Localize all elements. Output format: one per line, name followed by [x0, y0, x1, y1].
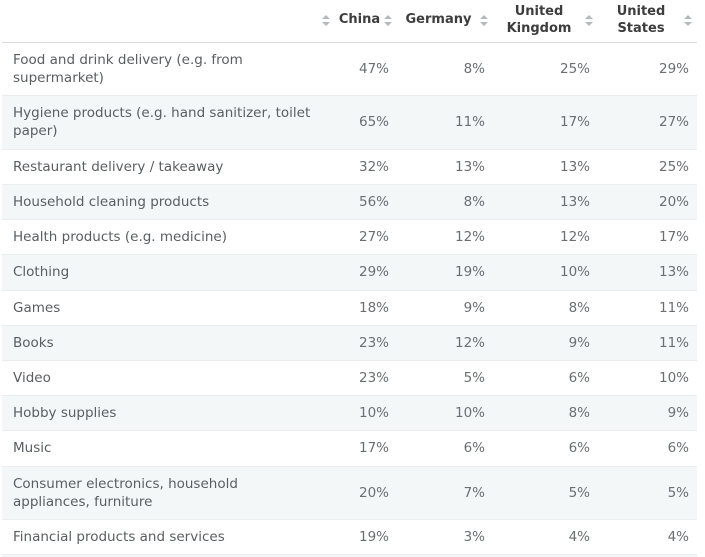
row-value-germany: 6% [463, 440, 485, 457]
row-label: Hobby supplies [13, 405, 117, 422]
row-value-united-states: 25% [658, 158, 689, 175]
table-row: Video 23% 5% 6% 10% [2, 360, 697, 396]
row-label: Hygiene products (e.g. hand sanitizer, t… [13, 105, 311, 140]
row-value-china: 23% [358, 369, 389, 386]
row-value-united-states: 27% [658, 114, 689, 131]
row-value-germany: 7% [463, 484, 485, 501]
row-value-germany: 11% [454, 114, 485, 131]
row-label: Food and drink delivery (e.g. from super… [13, 51, 243, 86]
row-label: Consumer electronics, household applianc… [13, 475, 238, 510]
row-value-united-states: 20% [658, 193, 689, 210]
row-value-germany: 8% [463, 193, 485, 210]
row-value-united-kingdom: 9% [568, 334, 590, 351]
row-value-united-kingdom: 4% [568, 529, 590, 546]
table-header: China Germany United Kingdom [2, 0, 697, 43]
row-value-china: 27% [358, 229, 389, 246]
row-value-united-states: 29% [658, 60, 689, 77]
row-label: Music [13, 440, 52, 457]
row-value-germany: 12% [454, 334, 485, 351]
row-value-china: 20% [358, 484, 389, 501]
row-value-united-kingdom: 13% [559, 193, 590, 210]
row-value-germany: 5% [463, 369, 485, 386]
table-row: Financial products and services 19% 3% 4… [2, 519, 697, 555]
table-row: Consumer electronics, household applianc… [2, 466, 697, 520]
column-header-united-states[interactable]: United States [598, 0, 697, 43]
row-value-united-kingdom: 12% [559, 229, 590, 246]
table-row: Restaurant delivery / takeaway 32% 13% 1… [2, 149, 697, 185]
row-value-united-states: 17% [658, 229, 689, 246]
row-value-united-kingdom: 6% [568, 369, 590, 386]
row-value-germany: 12% [454, 229, 485, 246]
row-value-united-kingdom: 8% [568, 405, 590, 422]
row-value-china: 17% [358, 440, 389, 457]
row-value-germany: 10% [454, 405, 485, 422]
row-value-china: 10% [358, 405, 389, 422]
row-value-germany: 3% [463, 529, 485, 546]
row-value-united-states: 11% [658, 299, 689, 316]
table-body: Food and drink delivery (e.g. from super… [2, 42, 697, 555]
table-row: Music 17% 6% 6% 6% [2, 430, 697, 467]
sort-icon[interactable] [684, 15, 695, 27]
column-header-germany[interactable]: Germany [397, 0, 493, 43]
row-value-united-kingdom: 10% [559, 264, 590, 281]
sort-icon[interactable] [384, 15, 395, 27]
column-header-label: United Kingdom [506, 4, 572, 36]
row-value-china: 19% [358, 529, 389, 546]
row-value-united-states: 11% [658, 334, 689, 351]
row-label: Household cleaning products [13, 193, 210, 210]
column-header-united-kingdom[interactable]: United Kingdom [493, 0, 598, 43]
sort-icon[interactable] [585, 15, 596, 27]
table-row: Hobby supplies 10% 10% 8% 9% [2, 395, 697, 431]
row-value-united-states: 10% [658, 369, 689, 386]
row-value-china: 56% [358, 193, 389, 210]
table-row: Household cleaning products 56% 8% 13% 2… [2, 184, 697, 220]
column-header-label: Germany [405, 12, 472, 28]
row-value-united-states: 13% [658, 264, 689, 281]
column-header-label: China [338, 12, 381, 28]
column-header-china[interactable]: China [335, 0, 397, 43]
table-row: Books 23% 12% 9% 11% [2, 325, 697, 361]
row-value-germany: 8% [463, 60, 485, 77]
row-label: Video [13, 369, 51, 386]
table-row: Clothing 29% 19% 10% 13% [2, 254, 697, 291]
row-value-china: 23% [358, 334, 389, 351]
row-value-china: 32% [358, 158, 389, 175]
row-value-china: 18% [358, 299, 389, 316]
table-row: Hygiene products (e.g. hand sanitizer, t… [2, 95, 697, 150]
row-value-united-kingdom: 17% [559, 114, 590, 131]
row-value-united-states: 4% [667, 529, 689, 546]
row-value-united-kingdom: 8% [568, 299, 590, 316]
row-value-united-kingdom: 6% [568, 440, 590, 457]
column-header-label: United States [616, 4, 666, 36]
row-label: Games [13, 299, 61, 316]
row-value-united-kingdom: 25% [559, 60, 590, 77]
row-label: Restaurant delivery / takeaway [13, 158, 224, 175]
sort-icon[interactable] [322, 15, 333, 27]
table-row: Games 18% 9% 8% 11% [2, 290, 697, 326]
row-value-germany: 19% [454, 264, 485, 281]
row-value-united-kingdom: 5% [568, 484, 590, 501]
row-value-united-states: 5% [667, 484, 689, 501]
table-header-row: China Germany United Kingdom [2, 0, 697, 43]
row-label: Books [13, 334, 54, 351]
row-label: Health products (e.g. medicine) [13, 229, 227, 246]
row-value-china: 65% [358, 114, 389, 131]
table-row: Food and drink delivery (e.g. from super… [2, 42, 697, 96]
row-value-germany: 13% [454, 158, 485, 175]
row-value-united-states: 9% [667, 405, 689, 422]
row-label: Clothing [13, 264, 70, 281]
sort-icon[interactable] [480, 15, 491, 27]
row-value-germany: 9% [463, 299, 485, 316]
row-value-china: 47% [358, 60, 389, 77]
row-value-united-kingdom: 13% [559, 158, 590, 175]
row-label: Financial products and services [13, 529, 225, 546]
row-value-china: 29% [358, 264, 389, 281]
table-row: Health products (e.g. medicine) 27% 12% … [2, 219, 697, 255]
column-header-category[interactable] [2, 0, 335, 43]
row-value-united-states: 6% [667, 440, 689, 457]
